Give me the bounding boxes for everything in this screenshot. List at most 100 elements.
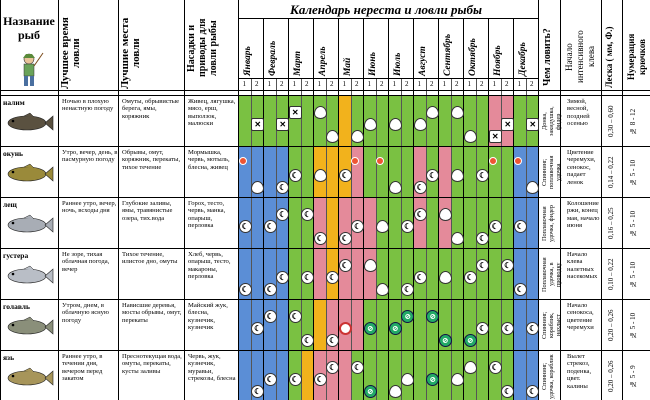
month-half-label: 2 bbox=[330, 80, 334, 88]
calendar-marker-drop-icon bbox=[463, 130, 477, 143]
calendar-cell bbox=[263, 96, 276, 147]
calendar-cell bbox=[375, 147, 388, 198]
fish-bait: Живец, лягушка, мясо, ерш, выползок, мал… bbox=[188, 98, 236, 128]
calendar-marker-moon-icon: ☾ bbox=[276, 208, 290, 221]
calendar-cell bbox=[313, 249, 326, 300]
calendar-cell bbox=[488, 249, 501, 300]
fish-line: 0,14 – 0,22 bbox=[607, 156, 615, 189]
calendar-marker-drop-icon bbox=[388, 181, 402, 194]
grid-vline bbox=[425, 78, 427, 400]
calendar-marker-drop-icon bbox=[363, 118, 377, 131]
header-hook: Нумерация крючков bbox=[626, 33, 647, 81]
calendar-marker-moon-icon: ☾ bbox=[463, 271, 477, 284]
calendar-marker-moon-icon: ☾ bbox=[263, 220, 277, 233]
fish-hook: № 5 - 9 bbox=[629, 365, 637, 388]
month-half-label: 2 bbox=[255, 80, 259, 88]
calendar-cell bbox=[400, 96, 413, 147]
grid-vline bbox=[375, 78, 377, 400]
calendar-marker-drop-icon bbox=[451, 373, 465, 386]
fish-place: Омуты, обрывистые берега, ямы, коряжник bbox=[122, 98, 180, 120]
fish-place: Обрывы, омут, коряжник, перекаты, тихое … bbox=[122, 149, 181, 171]
calendar-cell bbox=[300, 351, 313, 400]
calendar-marker-moon-icon: ☾ bbox=[476, 259, 490, 272]
fish-bait: Майский жук, блесна, кузнечик, кузнечик bbox=[188, 302, 228, 332]
calendar-cell bbox=[288, 198, 301, 249]
calendar-marker-moon-icon: ☾ bbox=[238, 220, 252, 233]
calendar-marker-green-icon: ⊘ bbox=[426, 373, 440, 386]
calendar-marker-drop-icon bbox=[351, 130, 365, 143]
month-half-label: 2 bbox=[455, 80, 459, 88]
fish-bait: Червь, жук, кузнечик, муравьи, стрекозы,… bbox=[188, 353, 236, 383]
fish-tackle: Спиннинг, кораблик, нахлыст bbox=[541, 311, 562, 340]
calendar-cell bbox=[438, 198, 451, 249]
fish-tackle: Спиннинг, поплавочная удочка bbox=[541, 155, 562, 190]
grid-vline bbox=[475, 78, 477, 400]
calendar-marker-moon-icon: ☾ bbox=[313, 232, 327, 245]
fish-line: 0,16 – 0,25 bbox=[607, 207, 615, 240]
calendar-marker-moon-icon: ☾ bbox=[276, 181, 290, 194]
calendar-marker-green-icon: ⊘ bbox=[363, 322, 377, 335]
calendar-cell bbox=[500, 198, 513, 249]
calendar-marker-moon-icon: ☾ bbox=[251, 385, 265, 398]
calendar-marker-moon-icon: ☾ bbox=[413, 271, 427, 284]
calendar-cell bbox=[238, 96, 251, 147]
calendar-cell bbox=[475, 351, 488, 400]
month-label-11: Ноябрь bbox=[493, 45, 503, 76]
calendar-cell bbox=[450, 300, 463, 351]
calendar-cell bbox=[238, 147, 251, 198]
calendar-cell bbox=[513, 351, 526, 400]
calendar-marker-moon-icon: ☾ bbox=[263, 283, 277, 296]
calendar-cell bbox=[275, 198, 288, 249]
month-half-label: 1 bbox=[517, 80, 522, 88]
header-fish-name: Название рыб bbox=[3, 14, 55, 42]
grid-vline bbox=[300, 78, 302, 400]
calendar-cell bbox=[450, 249, 463, 300]
calendar-marker-moon-icon: ☾ bbox=[476, 322, 490, 335]
calendar-marker-moon-icon: ☾ bbox=[338, 169, 352, 182]
calendar-marker-moon-icon: ☾ bbox=[476, 169, 490, 182]
grid-hline bbox=[0, 90, 650, 91]
calendar-cell bbox=[463, 198, 476, 249]
calendar-marker-x-icon: ✕ bbox=[251, 118, 265, 131]
calendar-marker-drop-icon bbox=[388, 118, 402, 131]
calendar-marker-dot-icon bbox=[488, 157, 497, 165]
fish-line: 0,30 – 0,60 bbox=[607, 105, 615, 138]
calendar-cell bbox=[488, 147, 501, 198]
grid-vline bbox=[601, 0, 602, 400]
month-half-label: 2 bbox=[280, 80, 284, 88]
calendar-marker-drop-icon bbox=[451, 169, 465, 182]
calendar-marker-moon-icon: ☾ bbox=[326, 334, 340, 347]
month-half-label: 2 bbox=[405, 80, 409, 88]
calendar-marker-moon-icon: ☾ bbox=[238, 283, 252, 296]
calendar-marker-drop-icon bbox=[413, 118, 427, 131]
month-label-10: Октябрь bbox=[468, 38, 478, 76]
calendar-marker-green-icon: ⊘ bbox=[463, 334, 477, 347]
calendar-cell bbox=[488, 300, 501, 351]
grid-vline bbox=[463, 18, 464, 400]
header-line: Леска ( мм, Ф.) bbox=[604, 26, 614, 88]
calendar-cell bbox=[463, 351, 476, 400]
calendar-marker-x-icon: ✕ bbox=[501, 118, 515, 131]
calendar-marker-moon-icon: ☾ bbox=[401, 220, 415, 233]
calendar-marker-green-icon: ⊘ bbox=[388, 322, 402, 335]
month-half-label: 1 bbox=[417, 80, 422, 88]
grid-hline bbox=[0, 146, 650, 147]
calendar-marker-moon-icon: ☾ bbox=[526, 385, 540, 398]
month-half-label: 1 bbox=[267, 80, 272, 88]
grid-vline bbox=[560, 0, 561, 400]
calendar-cell bbox=[400, 147, 413, 198]
calendar-cell bbox=[500, 249, 513, 300]
calendar-cell bbox=[338, 96, 351, 147]
grid-vline bbox=[363, 18, 364, 400]
fish-line: 0,10 – 0,22 bbox=[607, 258, 615, 291]
grid-vline bbox=[0, 0, 1, 400]
month-half-label: 1 bbox=[292, 80, 297, 88]
fish-name: голавль bbox=[3, 302, 30, 311]
fish-illustration bbox=[4, 367, 56, 391]
calendar-cell bbox=[238, 351, 251, 400]
calendar-marker-moon-icon: ☾ bbox=[288, 373, 302, 386]
calendar-cell bbox=[525, 249, 538, 300]
month-half-label: 2 bbox=[530, 80, 534, 88]
month-half-label: 2 bbox=[505, 80, 509, 88]
grid-vline bbox=[538, 18, 539, 400]
